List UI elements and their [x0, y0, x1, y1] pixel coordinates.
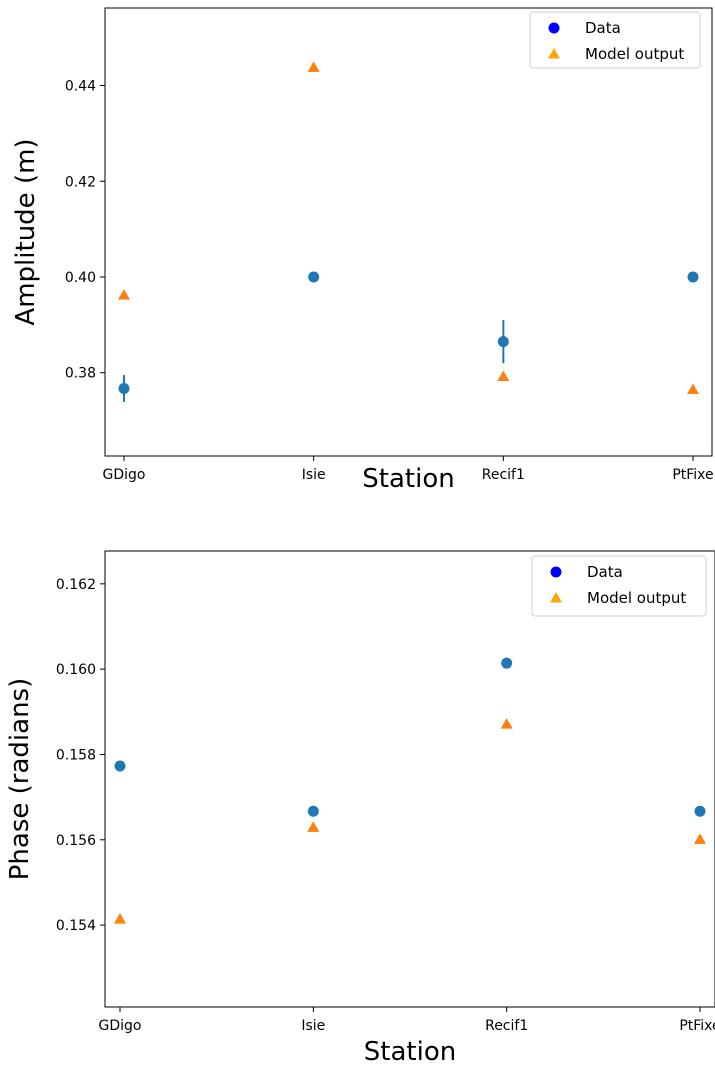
legend-marker-model — [548, 48, 560, 59]
legend-label: Data — [587, 563, 623, 581]
x-axis-title: Station — [362, 464, 454, 494]
y-tick-label: 0.38 — [65, 366, 96, 382]
legend-marker-model — [550, 592, 562, 603]
legend-box — [529, 11, 701, 69]
y-tick-label: 0.40 — [65, 270, 96, 286]
y-tick-label: 0.162 — [56, 577, 96, 593]
data-point — [308, 271, 320, 283]
legend: Data Model output — [531, 555, 707, 617]
data-point — [501, 657, 513, 669]
y-tick-label: 0.154 — [56, 918, 96, 934]
model-point — [694, 833, 706, 844]
data-point — [307, 805, 319, 817]
model-point — [307, 821, 320, 832]
plot-frame — [104, 7, 713, 457]
y-tick-label: 0.156 — [56, 833, 96, 849]
data-point — [687, 271, 699, 283]
legend: Data Model output — [529, 11, 701, 69]
x-tick-label: Recif1 — [482, 467, 525, 483]
model-point — [687, 383, 699, 394]
legend-box — [531, 555, 707, 617]
x-tick-label: PtFixe — [672, 467, 713, 483]
x-tick-label: GDigo — [99, 1018, 142, 1034]
data-point — [497, 336, 509, 348]
data-point — [118, 383, 130, 395]
x-tick-label: PtFixe — [679, 1018, 715, 1034]
y-axis-title: Amplitude (m) — [11, 138, 41, 325]
y-axis-title: Phase (radians) — [5, 678, 35, 881]
model-point — [497, 370, 510, 382]
legend-label: Data — [585, 19, 621, 37]
model-point — [500, 718, 513, 729]
chart-1: 0.38 0.40 0.42 0.44 GDigo Isie Recif1 PtFixe Sta… — [11, 7, 714, 494]
x-tick-label: GDigo — [103, 467, 146, 483]
legend-marker-data — [548, 22, 560, 34]
legend-marker-data — [550, 566, 562, 578]
model-point — [118, 289, 130, 300]
x-tick-label: Recif1 — [485, 1018, 528, 1034]
x-tick-label: Isie — [301, 1018, 325, 1034]
y-tick-label: 0.160 — [56, 662, 96, 678]
y-tick-label: 0.44 — [65, 79, 96, 95]
x-tick-label: Isie — [302, 467, 326, 483]
x-axis-title: Station — [364, 1037, 456, 1067]
model-point — [307, 61, 320, 72]
plot-frame — [104, 550, 715, 1008]
data-point — [694, 805, 706, 817]
legend-label: Model output — [587, 589, 686, 607]
model-point — [114, 913, 126, 924]
y-tick-label: 0.158 — [56, 747, 96, 763]
legend-label: Model output — [585, 45, 684, 63]
y-tick-label: 0.42 — [65, 174, 96, 190]
data-point — [114, 760, 126, 772]
chart-2: 0.154 0.156 0.158 0.160 0.162 GDigo Isie Recif1… — [5, 550, 715, 1067]
